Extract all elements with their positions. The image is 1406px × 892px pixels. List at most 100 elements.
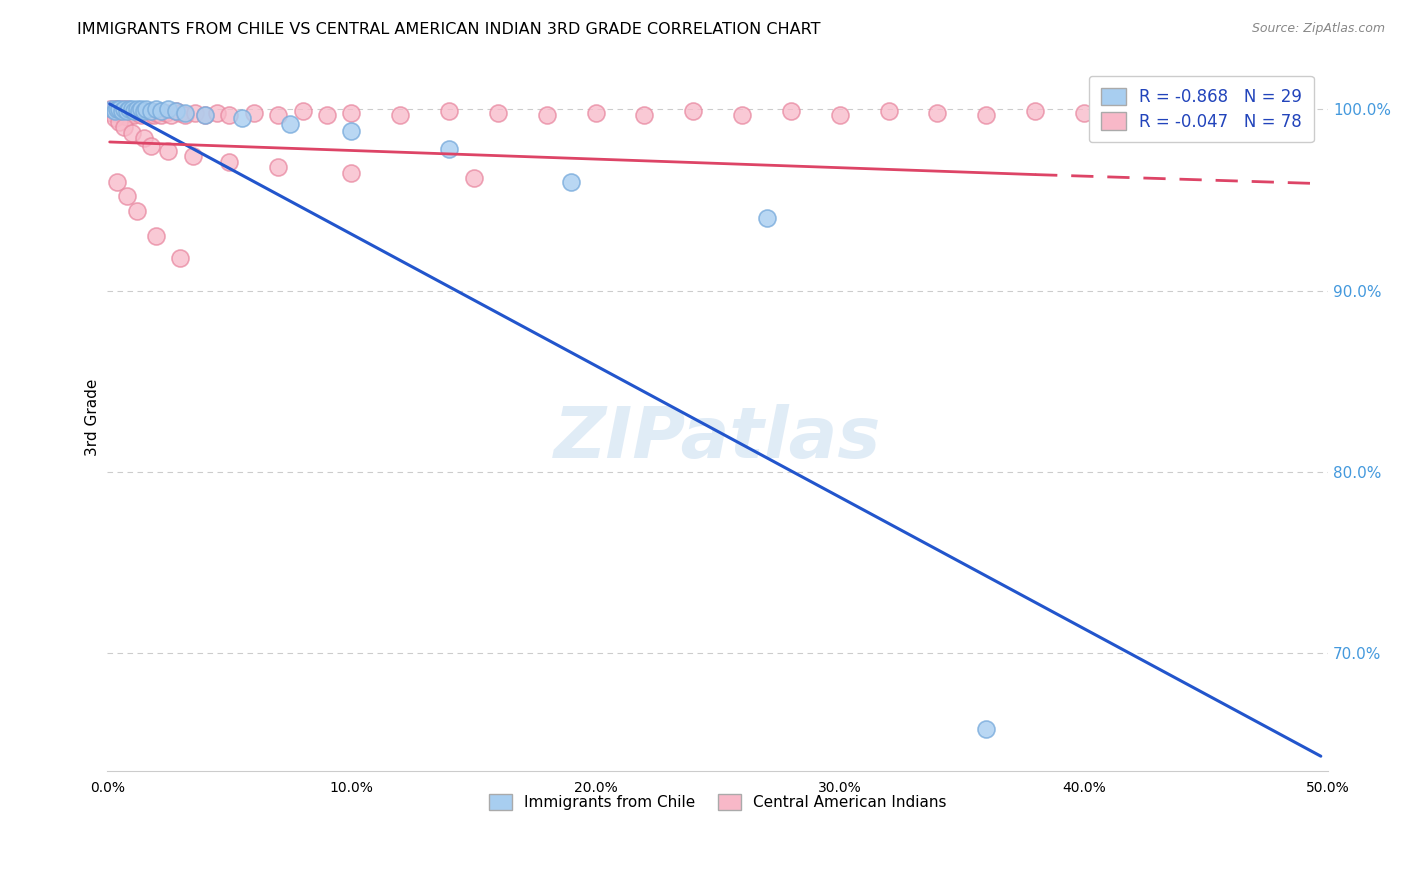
Point — [115, 110, 138, 124]
Point — [105, 175, 128, 189]
Point — [132, 104, 155, 119]
Text: ZIPatlas: ZIPatlas — [554, 404, 882, 473]
Point — [135, 106, 157, 120]
Point — [159, 108, 181, 122]
Point — [131, 103, 153, 117]
Point — [174, 106, 197, 120]
Point — [974, 108, 997, 122]
Point — [103, 104, 125, 119]
Point — [155, 106, 177, 120]
Point — [1122, 104, 1144, 119]
Point — [149, 104, 172, 119]
Point — [389, 108, 412, 122]
Point — [128, 104, 150, 119]
Point — [132, 104, 155, 119]
Point — [105, 103, 128, 117]
Point — [1170, 108, 1192, 122]
Point — [585, 106, 607, 120]
Point — [112, 104, 135, 119]
Point — [157, 103, 180, 117]
Point — [1219, 104, 1241, 119]
Point — [141, 104, 163, 119]
Point — [437, 142, 460, 156]
Point — [149, 108, 172, 122]
Point — [125, 203, 148, 218]
Point — [267, 161, 290, 175]
Point — [135, 103, 157, 117]
Legend: Immigrants from Chile, Central American Indians: Immigrants from Chile, Central American … — [482, 788, 953, 816]
Point — [157, 144, 180, 158]
Point — [115, 103, 138, 117]
Point — [291, 104, 314, 119]
Point — [280, 117, 302, 131]
Point — [755, 211, 778, 225]
Point — [108, 115, 131, 129]
Point — [828, 108, 851, 122]
Point — [181, 149, 204, 163]
Point — [112, 106, 135, 120]
Point — [486, 106, 509, 120]
Point — [682, 104, 704, 119]
Point — [118, 103, 141, 117]
Point — [108, 104, 131, 119]
Point — [218, 155, 240, 169]
Point — [101, 103, 124, 117]
Point — [877, 104, 900, 119]
Point — [536, 108, 558, 122]
Point — [112, 120, 135, 135]
Point — [184, 106, 207, 120]
Point — [267, 108, 290, 122]
Point — [108, 103, 131, 117]
Point — [125, 104, 148, 119]
Point — [145, 229, 167, 244]
Point — [132, 131, 155, 145]
Point — [111, 104, 134, 119]
Point — [103, 104, 125, 119]
Point — [927, 106, 949, 120]
Point — [142, 108, 165, 122]
Point — [1268, 106, 1291, 120]
Point — [105, 106, 128, 120]
Point — [101, 106, 124, 120]
Point — [118, 104, 141, 119]
Point — [141, 138, 163, 153]
Point — [141, 104, 163, 119]
Point — [340, 124, 363, 138]
Point — [242, 106, 264, 120]
Point — [125, 103, 148, 117]
Point — [974, 722, 997, 736]
Point — [169, 106, 191, 120]
Point — [145, 106, 167, 120]
Point — [560, 175, 582, 189]
Point — [169, 251, 191, 265]
Point — [103, 103, 125, 117]
Point — [111, 108, 134, 122]
Point — [165, 104, 187, 119]
Point — [121, 126, 143, 140]
Point — [128, 106, 150, 120]
Point — [437, 104, 460, 119]
Point — [231, 112, 253, 126]
Point — [112, 103, 135, 117]
Point — [122, 108, 145, 122]
Point — [111, 103, 134, 117]
Point — [218, 108, 240, 122]
Point — [340, 106, 363, 120]
Point — [780, 104, 803, 119]
Point — [1024, 104, 1046, 119]
Point — [131, 108, 153, 122]
Point — [1073, 106, 1095, 120]
Point — [108, 106, 131, 120]
Point — [103, 112, 125, 126]
Point — [316, 108, 339, 122]
Point — [463, 171, 485, 186]
Point — [121, 103, 143, 117]
Point — [174, 108, 197, 122]
Point — [194, 108, 217, 122]
Point — [98, 103, 121, 117]
Point — [633, 108, 655, 122]
Point — [340, 166, 363, 180]
Point — [101, 104, 124, 119]
Point — [731, 108, 754, 122]
Point — [194, 108, 217, 122]
